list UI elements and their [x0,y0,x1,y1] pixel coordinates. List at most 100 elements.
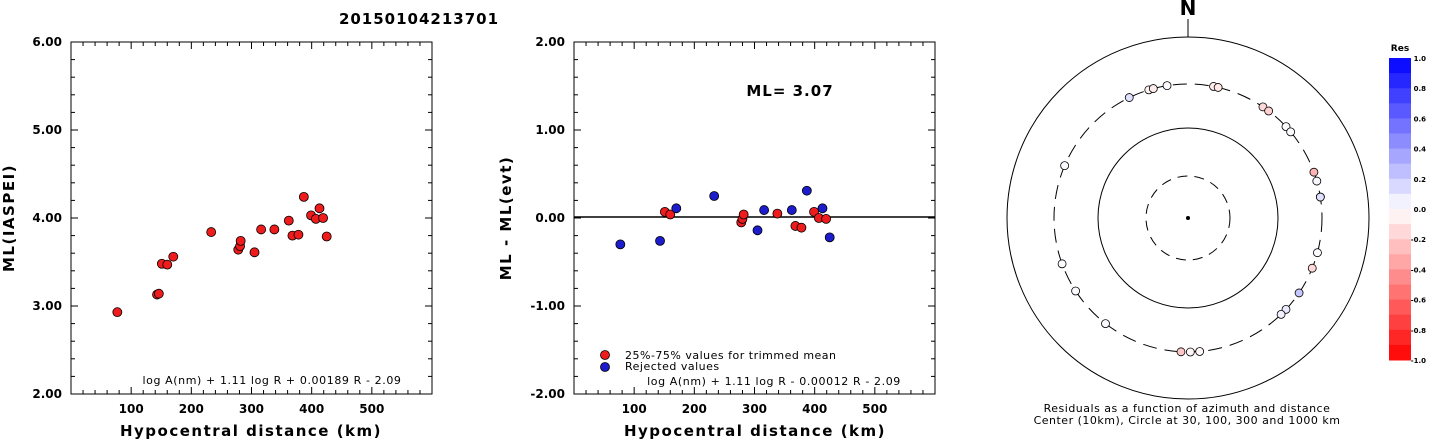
legend-label-trimmed: 25%-75% values for trimmed mean [625,349,837,362]
colorbar-tick-label: 0.0 [1414,206,1427,214]
colorbar-cell [1389,133,1411,150]
station-residual-point [1286,127,1296,137]
colorbar-tick-label: 0.8 [1414,85,1427,93]
rejected-point [759,205,770,215]
residual-y-tick-labels: -2.00 -1.00 0.00 1.00 2.00 [530,35,565,401]
magnitude-y-tick-label: 3.00 [32,299,62,313]
rejected-point [786,205,797,215]
rejected-point [752,225,763,236]
colorbar-cell [1389,314,1411,331]
station-residual-point [1057,259,1067,269]
residual-x-axis-label: Hypocentral distance (km) [624,422,886,440]
polar-ring-100km [1097,127,1279,309]
residual-x-tick-label: 300 [742,402,767,416]
station-residual-point [1213,83,1223,92]
magnitude-point [318,213,328,223]
station-residual-point [1309,167,1319,177]
station-residual-point [1124,93,1134,102]
station-residual-point [1148,84,1158,93]
colorbar-cell [1389,299,1411,316]
colorbar-cell [1389,163,1411,180]
trimmed-point [665,209,676,220]
magnitude-x-tick-label: 300 [239,402,264,416]
magnitude-point [283,215,294,226]
legend-label-rejected: Rejected values [625,360,720,373]
colorbar-cell [1389,284,1411,301]
colorbar-cell [1389,239,1411,255]
colorbar-tick-label: 0.4 [1414,146,1427,154]
magnitude-axis-ticks [71,42,432,394]
rejected-point [817,203,828,214]
colorbar-cell [1389,269,1411,285]
residual-y-tick-label: -2.00 [530,387,565,401]
magnitude-panel: 100 200 300 400 500 2.00 3.00 4.00 5.00 6.00 log… [0,35,433,440]
colorbar-cells [1389,58,1411,361]
residual-x-tick-label: 200 [682,402,707,416]
colorbar-title: Res [1391,44,1409,54]
rejected-point [671,203,682,214]
magnitude-y-tick-label: 2.00 [32,387,62,401]
residual-x-tick-label: 500 [862,402,887,416]
magnitude-point [168,251,179,262]
station-residual-point [1264,106,1274,116]
station-residual-point [1101,319,1110,328]
residual-y-tick-label: -1.00 [530,299,565,313]
residual-colorbar: Res 1.0 0.8 0.6 0.4 0.2 0.0 -0.2 -0.4 -0.6 -0.8 -1… [1389,44,1426,365]
colorbar-cell [1389,178,1411,195]
residual-x-tick-label: 100 [622,402,647,416]
legend-marker-rejected [600,362,610,372]
colorbar-cell [1389,88,1411,104]
trimmed-point [796,222,807,233]
polar-panel: N Residuals as a function of azimuth and… [1006,0,1370,427]
residual-x-tick-label: 400 [802,402,827,416]
colorbar-tick-label: -0.4 [1411,266,1426,274]
colorbar-tick-label: -0.6 [1411,297,1426,305]
station-residual-point [1176,347,1186,357]
residual-y-axis-label: ML - ML(evt) [497,156,515,280]
polar-ring-1000km [1006,36,1370,400]
figure-title: 20150104213701 [339,10,499,28]
colorbar-tick-label: 1.0 [1414,55,1427,63]
residual-x-tick-labels: 100 200 300 400 500 [622,402,888,416]
north-label: N [1180,0,1197,20]
magnitude-point [112,307,123,318]
colorbar-tick-label: -1.0 [1411,357,1426,365]
magnitude-point [256,224,267,235]
magnitude-point [235,235,246,246]
residual-y-tick-label: 0.00 [535,211,565,225]
colorbar-cell [1389,329,1411,346]
colorbar-tick-label: -0.2 [1411,236,1426,244]
colorbar-cell [1389,209,1411,225]
polar-data-points [1057,81,1325,357]
magnitude-formula: log A(nm) + 1.11 log R + 0.00189 R - 2.0… [142,374,401,387]
magnitude-y-tick-label: 4.00 [32,211,62,225]
colorbar-cell [1389,118,1411,134]
residual-y-tick-label: 1.00 [535,123,565,137]
colorbar-cell [1389,148,1411,165]
magnitude-point [153,288,164,299]
polar-ring-30km [1145,175,1231,261]
colorbar-tick-label: 0.2 [1414,176,1427,184]
magnitude-y-tick-labels: 2.00 3.00 4.00 5.00 6.00 [32,35,62,401]
trimmed-point [821,213,831,224]
magnitude-y-tick-label: 6.00 [32,35,62,49]
station-residual-point [1162,81,1172,91]
colorbar-cell [1389,224,1411,240]
residual-y-tick-label: 2.00 [535,35,565,49]
colorbar-tick-label: 0.6 [1414,115,1427,123]
magnitude-x-tick-label: 100 [119,402,144,416]
station-residual-point [1195,347,1205,356]
magnitude-plot-frame [70,41,433,395]
rejected-point [615,239,626,250]
colorbar-cell [1389,254,1411,270]
magnitude-x-tick-label: 500 [359,402,384,416]
colorbar-tick-label: -0.8 [1411,327,1426,335]
station-residual-point [1185,347,1195,357]
magnitude-y-tick-label: 5.00 [32,123,62,137]
magnitude-data-points [112,191,332,318]
station-residual-point [1276,309,1286,319]
trimmed-point [772,208,783,219]
polar-caption-line1: Residuals as a function of azimuth and d… [1044,402,1331,415]
station-residual-point [1313,248,1322,258]
magnitude-point [162,259,173,270]
